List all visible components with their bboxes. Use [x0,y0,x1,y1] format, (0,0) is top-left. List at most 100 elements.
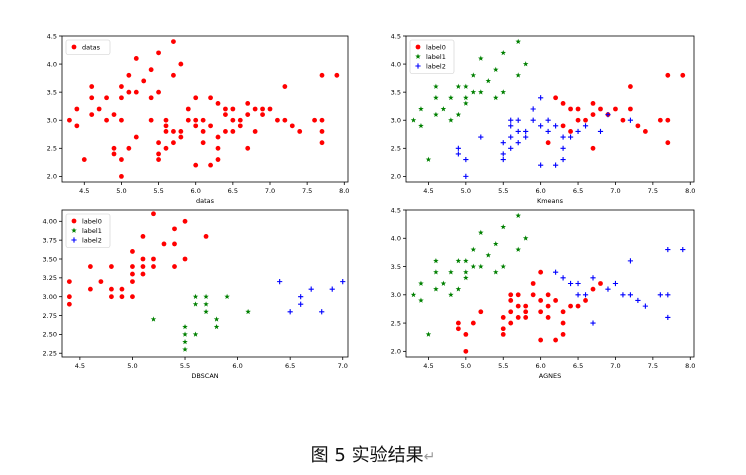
data-point [582,123,589,129]
legend-label: datas [82,43,101,51]
data-point [245,100,251,106]
x-tick-label: 5.5 [180,362,190,370]
data-point [308,286,314,292]
data-point [67,117,72,123]
data-point [478,309,484,315]
data-point [613,106,618,112]
data-point [523,309,529,315]
axes-frame [61,209,349,358]
legend-label: label0 [426,43,446,51]
y-tick-label: 3.00 [43,293,57,301]
y-tick-label: 2.0 [391,173,401,181]
data-point [568,303,573,309]
data-point [150,316,157,322]
x-tick-label: 4.5 [423,362,433,370]
y-tick-label: 4.5 [391,32,401,40]
data-point [185,117,191,123]
data-point [463,348,469,354]
data-point [182,331,188,337]
data-point [440,106,447,112]
data-point [605,112,611,118]
data-point [203,293,209,300]
data-point [500,156,506,163]
axes-frame [405,209,695,358]
data-point [74,123,80,129]
data-point [151,264,156,269]
data-point [470,246,477,252]
series-2 [150,293,251,352]
y-tick-label: 2.0 [47,173,57,181]
data-point [245,145,251,151]
data-point [665,117,671,123]
x-tick-label: 4.5 [79,187,89,195]
data-point [87,286,93,292]
data-point [522,61,529,67]
data-point [193,162,199,168]
series-1 [67,39,340,179]
data-point [470,89,477,95]
y-tick-label: 2.5 [391,145,401,153]
data-point [277,279,283,285]
data-point [463,83,469,89]
data-point [81,157,87,162]
data-point [455,151,461,157]
x-tick-label: 5.5 [498,362,508,370]
data-point [665,246,671,253]
data-point [530,117,536,123]
y-tick-label: 3.50 [43,255,57,263]
data-point [200,140,206,146]
data-point [598,106,603,112]
data-point [455,326,461,332]
data-point [148,117,154,123]
data-point [612,280,619,287]
data-point [66,279,72,285]
y-tick-label: 4.00 [43,218,57,226]
data-point [500,49,506,56]
data-point [260,106,265,112]
data-point [224,293,230,300]
data-point [433,111,439,117]
series-2 [410,38,529,162]
x-axis-label: DBSCAN [191,372,218,380]
x-tick-label: 5.0 [116,187,126,195]
x-tick-label: 7.5 [302,187,312,195]
x-tick-label: 8.0 [339,187,349,195]
data-point [590,145,596,151]
data-point [575,128,581,135]
series-2 [410,212,529,337]
data-point [627,117,634,123]
data-point [515,315,521,320]
data-point [252,106,258,112]
legend-box [65,213,111,248]
data-point [230,117,236,123]
data-point [515,117,521,123]
x-tick-label: 6.5 [573,187,583,195]
y-tick-label: 3.0 [391,117,401,125]
data-point [156,89,161,95]
data-point [530,292,536,298]
data-point [665,292,671,298]
data-point [642,129,648,134]
data-point [545,303,551,309]
data-point [297,129,303,134]
data-point [598,281,603,286]
data-point [130,249,135,254]
y-tick-label: 3.25 [43,274,57,282]
data-point [267,106,273,112]
series-1 [66,211,209,307]
y-tick-label: 4.0 [391,60,401,68]
data-point [567,280,574,287]
data-point [440,280,447,286]
caption-text: 图 5 实验结果 [310,445,424,466]
data-point [433,269,439,275]
data-point [319,129,325,134]
legend-marker [71,237,77,243]
x-tick-label: 7.0 [338,362,348,370]
data-point [500,224,506,230]
series-3 [455,95,634,179]
data-point [282,84,288,89]
data-point [156,151,161,157]
data-point [590,112,596,118]
data-point [575,303,581,309]
data-point [119,117,124,123]
